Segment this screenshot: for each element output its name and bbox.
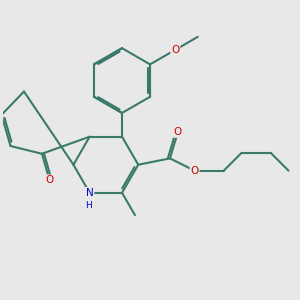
Text: H: H <box>85 201 92 210</box>
Text: O: O <box>190 166 199 176</box>
Text: N: N <box>86 188 94 198</box>
Text: O: O <box>171 45 179 55</box>
Text: O: O <box>46 175 54 185</box>
Text: O: O <box>174 127 182 137</box>
